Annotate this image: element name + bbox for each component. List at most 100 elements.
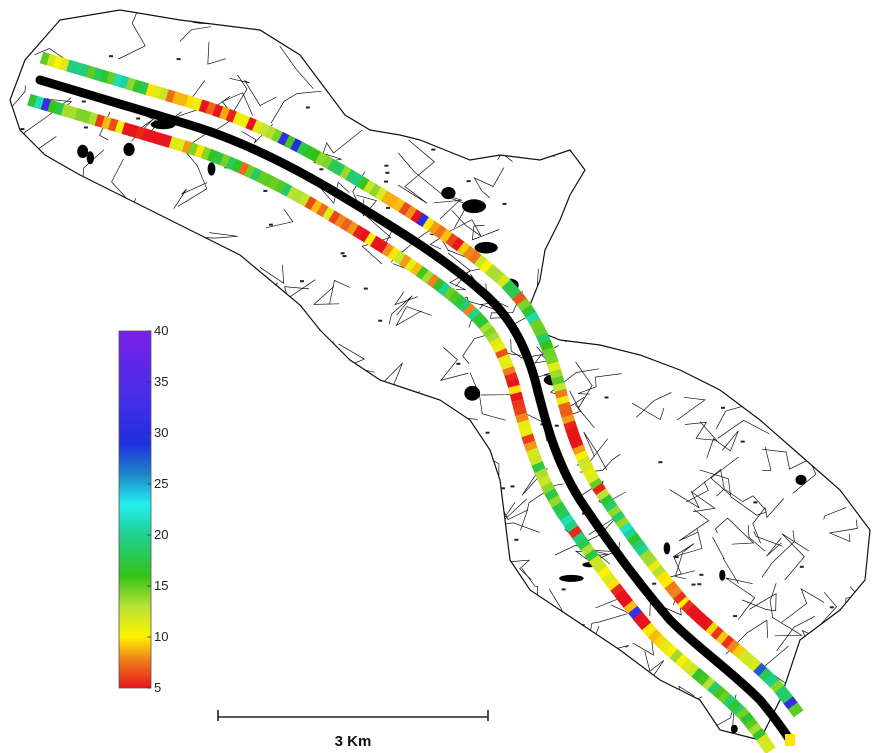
parcel-boundary: [775, 223, 811, 249]
parcel-boundary: [469, 609, 494, 626]
parcel-boundary: [849, 163, 860, 197]
track-marker: [304, 196, 320, 212]
parcel-boundary: [271, 431, 325, 455]
colorbar: 5 10 15 20 25 30 35 40: [118, 323, 168, 695]
water-body: [642, 20, 661, 28]
parcel-boundary: [679, 509, 710, 542]
water-body: [350, 695, 372, 703]
water-body: [464, 385, 481, 401]
water-body: [77, 144, 89, 158]
parcel-boundary: [583, 431, 608, 471]
track-marker: [705, 621, 721, 638]
water-body: [593, 125, 615, 135]
track-marker: [560, 513, 576, 529]
parcel-boundary: [10, 588, 68, 627]
parcel-label-marker: [431, 148, 436, 151]
track-marker: [496, 274, 512, 290]
parcel-boundary: [493, 51, 534, 82]
parcel-boundary: [88, 590, 121, 607]
parcel-boundary: [823, 507, 847, 520]
track-marker: [404, 258, 420, 274]
parcel-boundary: [397, 139, 435, 204]
parcel-boundary: [301, 455, 334, 480]
parcel-boundary: [435, 724, 471, 740]
parcel-label-marker: [85, 458, 90, 461]
parcel-label-marker: [802, 168, 807, 171]
parcel-boundary: [676, 92, 706, 118]
parcel-boundary: [294, 388, 321, 425]
parcel-boundary: [259, 264, 285, 284]
parcel-boundary: [706, 430, 739, 459]
parcel-boundary: [268, 282, 278, 322]
parcel-boundary: [704, 272, 711, 297]
track-marker: [668, 586, 685, 602]
parcel-boundary: [823, 43, 847, 63]
track-marker: [647, 559, 664, 576]
parcel-boundary: [573, 264, 609, 291]
parcel-boundary: [729, 270, 759, 281]
parcel-label-marker: [248, 589, 253, 592]
track-marker: [387, 246, 403, 263]
parcel-label-marker: [652, 53, 657, 56]
track-marker: [619, 521, 635, 537]
track-marker: [363, 179, 378, 196]
track-marker: [611, 510, 627, 526]
parcel-label-marker: [136, 734, 141, 737]
parcel-boundary: [573, 675, 608, 701]
parcel-boundary: [489, 632, 521, 647]
parcel-label-marker: [268, 223, 273, 226]
track-marker: [475, 316, 492, 332]
track-marker: [742, 653, 758, 669]
parcel-boundary: [730, 10, 745, 13]
parcel-boundary: [118, 10, 137, 11]
track-marker: [415, 266, 431, 282]
parcel-label-marker: [203, 345, 208, 348]
track-marker: [556, 508, 572, 523]
parcel-boundary: [172, 580, 193, 626]
parcel-boundary: [833, 711, 865, 735]
parcel-boundary: [706, 218, 728, 233]
parcel-boundary: [34, 217, 45, 290]
parcel-boundary: [587, 655, 599, 679]
parcel-boundary: [644, 696, 703, 710]
track-marker: [551, 501, 568, 517]
parcel-boundary: [127, 713, 159, 739]
parcel-label-marker: [36, 317, 41, 319]
track-marker: [468, 250, 484, 266]
parcel-label-marker: [236, 615, 241, 618]
parcel-boundary: [453, 478, 472, 493]
parcel-boundary: [712, 286, 747, 313]
parcel-boundary: [801, 381, 831, 408]
parcel-boundary: [31, 640, 64, 704]
water-body: [688, 146, 698, 154]
track-marker: [286, 186, 302, 202]
parcel-label-marker: [683, 242, 688, 245]
parcel-boundary: [388, 295, 413, 325]
parcel-label-marker: [695, 106, 699, 109]
parcel-label-marker: [136, 117, 141, 120]
track-marker: [774, 685, 791, 701]
parcel-boundary: [615, 10, 641, 34]
track-marker: [501, 279, 518, 296]
parcel-boundary: [24, 257, 91, 298]
parcel-boundary: [571, 293, 615, 306]
parcel-label-marker: [678, 323, 683, 326]
water-body: [203, 487, 211, 495]
parcel-boundary: [375, 102, 408, 126]
track-marker: [614, 589, 631, 605]
parcel-label-marker: [95, 565, 100, 568]
parcel-boundary: [337, 668, 386, 722]
water-body: [437, 655, 463, 665]
track-marker: [511, 291, 528, 307]
parcel-label-marker: [170, 590, 175, 593]
parcel-boundary: [636, 392, 672, 418]
track-marker: [568, 525, 584, 541]
track-marker: [763, 672, 780, 689]
parcel-boundary: [90, 623, 119, 648]
water-body: [462, 199, 486, 214]
parcel-label-marker: [459, 600, 463, 603]
parcel-boundary: [413, 543, 463, 556]
parcel-label-marker: [395, 727, 400, 730]
track-marker: [707, 680, 723, 697]
track-marker: [456, 241, 473, 258]
